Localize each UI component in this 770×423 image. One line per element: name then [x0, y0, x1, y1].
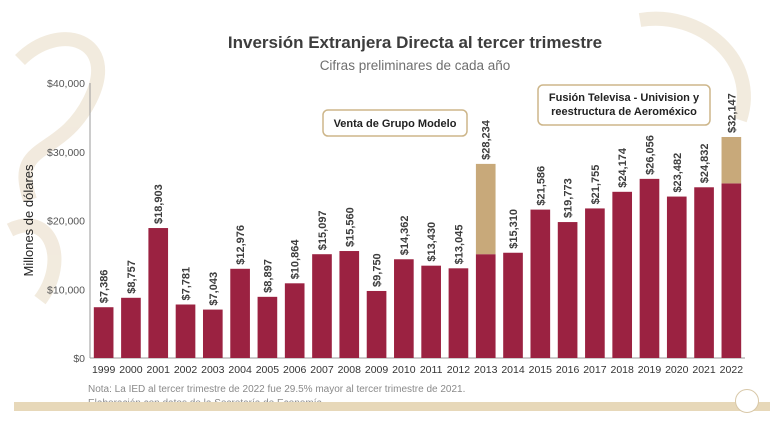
bar — [530, 209, 551, 358]
x-tick-label: 2014 — [501, 364, 525, 376]
value-label: $21,586 — [535, 166, 547, 206]
value-label: $9,750 — [372, 253, 384, 287]
value-label: $15,560 — [344, 207, 356, 247]
bar — [366, 290, 387, 358]
bar — [93, 307, 114, 358]
bar-highlight-segment — [721, 136, 742, 184]
bar — [175, 304, 196, 358]
footnote: Nota: La IED al tercer trimestre de 2022… — [88, 384, 466, 395]
x-tick-label: 2009 — [365, 364, 389, 376]
value-label: $19,773 — [563, 178, 575, 218]
x-tick-label: 2021 — [692, 364, 716, 376]
chart-title: Inversión Extranjera Directa al tercer t… — [227, 33, 603, 52]
y-axis-title: Millones de dólares — [21, 164, 36, 277]
x-tick-label: 2019 — [638, 364, 662, 376]
x-tick-label: 2012 — [447, 364, 471, 376]
value-label: $14,362 — [399, 215, 411, 255]
x-tick-label: 2013 — [474, 364, 498, 376]
x-tick-label: 1999 — [92, 364, 116, 376]
bar — [121, 297, 141, 358]
bar — [612, 191, 633, 358]
bar — [448, 268, 469, 358]
value-label: $7,043 — [208, 272, 220, 306]
bar — [557, 222, 578, 358]
value-label: $7,781 — [181, 267, 193, 301]
value-label: $7,386 — [99, 270, 111, 304]
x-tick-label: 2020 — [665, 364, 689, 376]
value-label: $28,234 — [481, 119, 493, 160]
value-label: $24,832 — [699, 144, 711, 184]
bar — [230, 268, 250, 358]
y-tick-label: $0 — [73, 353, 85, 365]
chart-subtitle: Cifras preliminares de cada año — [319, 58, 511, 73]
x-tick-label: 2015 — [529, 364, 553, 376]
annotation-box — [537, 84, 711, 126]
bar — [339, 251, 360, 358]
x-tick-label: 2008 — [338, 364, 362, 376]
value-label: $23,482 — [672, 153, 684, 193]
x-tick-label: 2011 — [420, 364, 443, 376]
value-label: $13,045 — [453, 225, 465, 265]
annotation-text: Venta de Grupo Modelo — [334, 118, 457, 130]
y-tick-label: $40,000 — [47, 78, 85, 90]
bar — [148, 228, 169, 358]
value-label: $13,430 — [426, 222, 438, 262]
value-label: $18,903 — [153, 184, 165, 224]
footer-bar — [14, 402, 770, 411]
bar — [639, 178, 660, 358]
value-label: $10,864 — [290, 239, 302, 280]
x-tick-label: 2003 — [201, 364, 225, 376]
y-tick-label: $30,000 — [47, 147, 85, 159]
bar — [202, 309, 223, 358]
x-tick-label: 2000 — [119, 364, 143, 376]
value-label: $15,310 — [508, 209, 520, 249]
annotation-box — [322, 109, 468, 137]
x-tick-label: 2018 — [611, 364, 635, 376]
value-label: $32,147 — [726, 93, 738, 133]
bar — [475, 254, 496, 358]
value-label: $8,897 — [262, 259, 274, 293]
bar — [585, 208, 605, 358]
bar-highlight-segment — [475, 163, 496, 255]
y-tick-label: $10,000 — [47, 284, 85, 296]
x-tick-label: 2002 — [174, 364, 198, 376]
x-tick-label: 2005 — [256, 364, 280, 376]
x-tick-label: 2007 — [310, 364, 334, 376]
x-tick-label: 2006 — [283, 364, 307, 376]
bar — [503, 252, 523, 358]
bar — [421, 265, 441, 358]
value-label: $8,757 — [126, 260, 138, 294]
x-tick-label: 2010 — [392, 364, 416, 376]
x-tick-label: 2022 — [720, 364, 744, 376]
bar — [666, 196, 687, 358]
bar — [257, 296, 278, 358]
annotation-text: Fusión Televisa - Univision y reestructur… — [549, 92, 700, 118]
value-label: $12,976 — [235, 225, 247, 265]
logo-icon — [735, 389, 759, 413]
bar — [721, 183, 742, 358]
value-label: $21,755 — [590, 165, 602, 205]
x-tick-label: 2017 — [583, 364, 607, 376]
x-tick-label: 2001 — [147, 364, 171, 376]
y-tick-label: $20,000 — [47, 216, 85, 228]
x-tick-label: 2004 — [228, 364, 252, 376]
bar — [694, 187, 714, 358]
bar — [284, 283, 305, 358]
x-tick-label: 2016 — [556, 364, 580, 376]
value-label: $26,056 — [644, 135, 656, 175]
value-label: $15,097 — [317, 210, 329, 250]
value-label: $24,174 — [617, 147, 629, 188]
bar — [394, 259, 414, 358]
bar — [312, 254, 332, 358]
